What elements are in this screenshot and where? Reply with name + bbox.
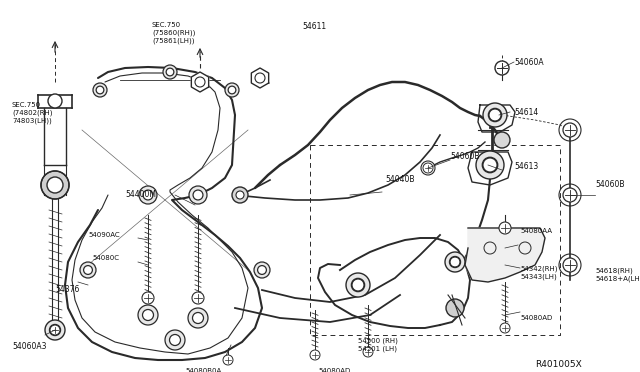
Circle shape: [499, 222, 511, 234]
Text: 54080AD: 54080AD: [520, 315, 552, 321]
Circle shape: [563, 123, 577, 137]
Circle shape: [142, 292, 154, 304]
Circle shape: [495, 61, 509, 75]
Circle shape: [93, 83, 107, 97]
Circle shape: [232, 187, 248, 203]
Circle shape: [255, 73, 265, 83]
Text: 54080C: 54080C: [92, 255, 119, 261]
Circle shape: [225, 83, 239, 97]
Circle shape: [49, 324, 61, 336]
Circle shape: [449, 257, 461, 267]
Circle shape: [423, 163, 433, 173]
Text: 54618(RH)
54618+A(LH): 54618(RH) 54618+A(LH): [595, 268, 640, 282]
Circle shape: [445, 252, 465, 272]
Circle shape: [363, 347, 373, 357]
Circle shape: [351, 278, 365, 292]
Text: 54400M: 54400M: [125, 190, 156, 199]
Circle shape: [41, 171, 69, 199]
Circle shape: [188, 308, 208, 328]
Circle shape: [494, 132, 510, 148]
Text: 54060A3: 54060A3: [12, 342, 47, 351]
Circle shape: [258, 266, 266, 275]
Circle shape: [165, 330, 185, 350]
Circle shape: [192, 292, 204, 304]
Circle shape: [80, 262, 96, 278]
Text: 54080B0A: 54080B0A: [185, 368, 221, 372]
Text: 54040B: 54040B: [385, 175, 415, 184]
Circle shape: [163, 65, 177, 79]
Circle shape: [421, 161, 435, 175]
Text: 54342(RH)
54343(LH): 54342(RH) 54343(LH): [520, 265, 557, 279]
Text: 54611: 54611: [302, 22, 326, 31]
Text: R401005X: R401005X: [535, 360, 582, 369]
Text: 54060B: 54060B: [595, 180, 625, 189]
Circle shape: [166, 68, 174, 76]
Polygon shape: [465, 228, 545, 282]
Circle shape: [446, 299, 464, 317]
Text: 54614: 54614: [514, 108, 538, 117]
Text: 54500 (RH)
54501 (LH): 54500 (RH) 54501 (LH): [358, 338, 398, 353]
Text: SEC.750
(74802(RH)
74803(LH)): SEC.750 (74802(RH) 74803(LH)): [12, 102, 52, 124]
Circle shape: [223, 355, 233, 365]
Circle shape: [189, 186, 207, 204]
Circle shape: [45, 320, 65, 340]
Circle shape: [50, 325, 60, 335]
Circle shape: [195, 77, 205, 87]
Text: 54060A: 54060A: [514, 58, 543, 67]
Circle shape: [500, 323, 510, 333]
Text: 54376: 54376: [55, 285, 79, 294]
Circle shape: [563, 258, 577, 272]
Circle shape: [48, 94, 62, 108]
Circle shape: [254, 262, 270, 278]
Circle shape: [170, 334, 180, 346]
Text: SEC.750
(75860(RH))
(75861(LH)): SEC.750 (75860(RH)) (75861(LH)): [152, 22, 195, 44]
Text: 54060B: 54060B: [450, 152, 479, 161]
Circle shape: [96, 86, 104, 94]
Circle shape: [143, 190, 153, 200]
Circle shape: [483, 103, 507, 127]
Circle shape: [563, 188, 577, 202]
Polygon shape: [191, 72, 209, 92]
Polygon shape: [252, 68, 269, 88]
Circle shape: [483, 157, 498, 173]
Circle shape: [236, 191, 244, 199]
Circle shape: [488, 108, 502, 122]
Circle shape: [310, 350, 320, 360]
Text: 54080AD: 54080AD: [318, 368, 350, 372]
Circle shape: [193, 312, 204, 324]
Circle shape: [193, 190, 203, 200]
Circle shape: [143, 310, 154, 321]
Text: 54090AC: 54090AC: [88, 232, 120, 238]
Circle shape: [228, 86, 236, 94]
Circle shape: [476, 151, 504, 179]
Circle shape: [139, 186, 157, 204]
Text: 54613: 54613: [514, 162, 538, 171]
Circle shape: [84, 266, 92, 275]
Circle shape: [47, 177, 63, 193]
Circle shape: [346, 273, 370, 297]
Circle shape: [138, 305, 158, 325]
Text: 54080AA: 54080AA: [520, 228, 552, 234]
